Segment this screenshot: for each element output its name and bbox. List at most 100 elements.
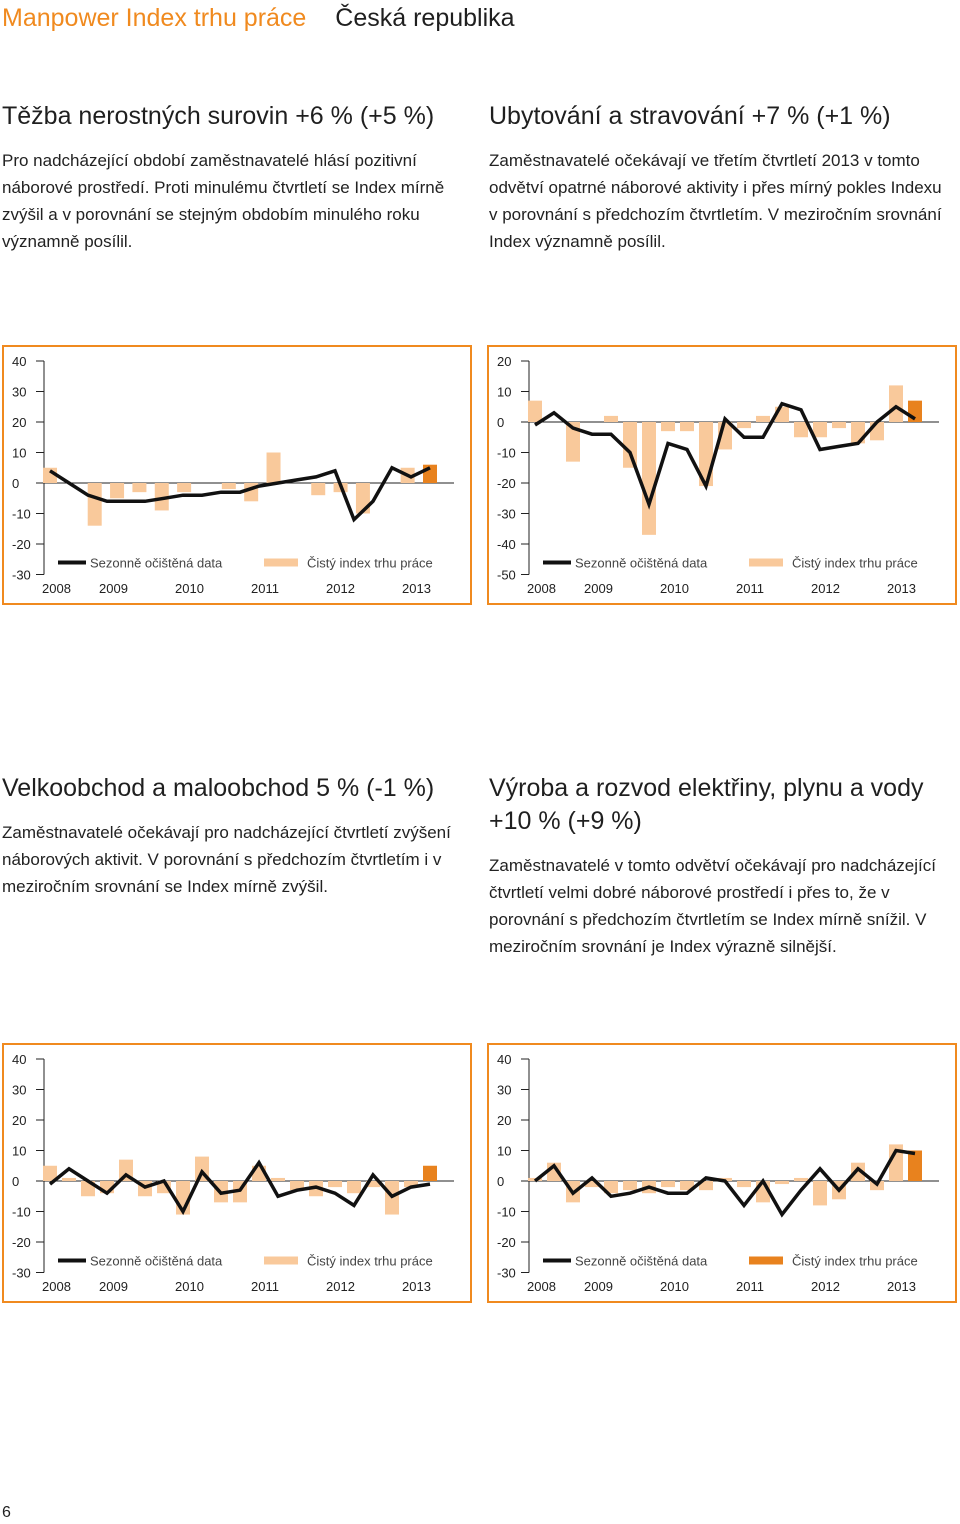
y-tick-label: 40 <box>12 1052 26 1067</box>
bar-current <box>423 464 437 483</box>
chart-frame <box>487 1043 957 1303</box>
y-tick-label: 10 <box>497 1144 511 1159</box>
bar <box>366 1181 380 1188</box>
year-label: 2010 <box>660 1279 689 1294</box>
section-title: Ubytování a stravování +7 % (+1 %) <box>489 102 891 130</box>
legend-line-label: Sezonně očištěná data <box>90 556 223 571</box>
series-line <box>49 465 431 523</box>
bar <box>132 483 147 493</box>
year-label: 2012 <box>811 581 840 596</box>
bar <box>889 385 903 422</box>
chart-accommodation: 20 10 0 -10 -20 -30 -40 -50 Sezonně očištěná dat… <box>487 345 957 605</box>
year-label: 2009 <box>99 1279 128 1294</box>
y-tick-label: 20 <box>497 354 511 369</box>
chart-utilities: 40 30 20 10 0 -10 -20 -30 Sezonně očištěná data Č… <box>487 1043 957 1303</box>
bar <box>404 1181 418 1188</box>
bar <box>585 1181 599 1188</box>
y-tick-label: 30 <box>497 1083 511 1098</box>
series-line <box>533 1148 916 1218</box>
bar <box>794 1177 808 1181</box>
year-label: 2011 <box>736 581 764 596</box>
legend-bar-label: Čistý index trhu práce <box>792 556 918 571</box>
y-tick-label: 20 <box>12 1113 26 1128</box>
year-label: 2009 <box>584 1279 613 1294</box>
bar <box>110 483 125 499</box>
bar <box>604 1181 618 1194</box>
section-accommodation: Ubytování a stravování +7 % (+1 %) Zaměs… <box>489 100 951 255</box>
series-line <box>534 401 916 510</box>
bar <box>737 1181 751 1188</box>
y-tick-label: -10 <box>497 1205 516 1220</box>
section-utilities: Výroba a rozvod elektřiny, plynu a vody … <box>489 772 951 960</box>
y-tick-label: -50 <box>497 568 516 583</box>
y-tick-label: -20 <box>12 1235 31 1250</box>
series-line <box>48 1159 431 1216</box>
y-tick-label: 0 <box>497 415 504 430</box>
y-tick-label: 30 <box>12 385 26 400</box>
legend-bar-label: Čistý index trhu práce <box>307 1254 433 1269</box>
section-text: Pro nadcházející období zaměstnavatelé h… <box>2 151 445 251</box>
y-tick-label: -20 <box>12 537 31 552</box>
year-label: 2011 <box>736 1279 764 1294</box>
year-label: 2012 <box>326 1279 355 1294</box>
year-label: 2010 <box>175 1279 204 1294</box>
bar <box>680 1181 694 1191</box>
section-title: Těžba nerostných surovin +6 % (+5 %) <box>2 102 435 130</box>
year-label: 2013 <box>402 1279 431 1294</box>
bar <box>813 1181 827 1206</box>
bar <box>328 1181 342 1188</box>
year-label: 2011 <box>251 1279 279 1294</box>
chart-frame <box>2 345 472 605</box>
section-text: Zaměstnavatelé očekávají ve třetím čtvrt… <box>489 151 942 251</box>
legend-bar-swatch <box>264 1256 298 1265</box>
bar <box>699 1181 713 1191</box>
y-tick-label: 40 <box>12 354 26 369</box>
bar <box>813 422 827 438</box>
bar <box>870 422 884 441</box>
legend-bar-label: Čistý index trhu práce <box>792 1254 918 1269</box>
country-title: Česká republika <box>335 4 515 32</box>
bar <box>566 422 580 462</box>
section-title: Výroba a rozvod elektřiny, plynu a vody … <box>489 774 924 835</box>
y-tick-label: 10 <box>12 1144 26 1159</box>
bar <box>794 422 808 438</box>
y-tick-label: -30 <box>497 1266 516 1281</box>
y-tick-label: -30 <box>497 507 516 522</box>
page-header: Manpower Index trhu práce Česká republik… <box>2 4 515 33</box>
year-label: 2013 <box>887 581 916 596</box>
y-tick-label: -10 <box>497 446 516 461</box>
y-tick-label: 10 <box>12 446 26 461</box>
bar <box>623 1181 637 1191</box>
bar <box>661 422 675 432</box>
legend-bar-label: Čistý index trhu práce <box>307 556 433 571</box>
section-text: Zaměstnavatelé očekávají pro nadcházejíc… <box>2 823 451 896</box>
bar <box>832 422 846 429</box>
page-number: 6 <box>2 1504 11 1521</box>
year-label: 2008 <box>42 581 71 596</box>
bar <box>528 400 542 422</box>
legend-bar-swatch <box>749 1256 783 1265</box>
y-tick-label: 0 <box>12 476 19 491</box>
y-tick-label: -10 <box>12 1205 31 1220</box>
bar <box>221 483 236 490</box>
bar <box>266 452 281 483</box>
bar <box>87 483 102 526</box>
y-tick-label: 0 <box>497 1174 504 1189</box>
y-tick-label: -10 <box>12 507 31 522</box>
y-tick-label: -20 <box>497 476 516 491</box>
legend-line-label: Sezonně očištěná data <box>575 556 708 571</box>
y-tick-label: 0 <box>12 1174 19 1189</box>
legend-bar-swatch <box>749 558 783 567</box>
y-tick-label: 30 <box>12 1083 26 1098</box>
section-wholesale: Velkoobchod a maloobchod 5 % (-1 %) Zamě… <box>2 772 464 900</box>
y-tick-label: -40 <box>497 537 516 552</box>
bar <box>756 415 770 422</box>
chart-wholesale: 40 30 20 10 0 -10 -20 -30 Sezonně očištěná data Č… <box>2 1043 472 1303</box>
y-tick-label: 40 <box>497 1052 511 1067</box>
year-label: 2008 <box>527 581 556 596</box>
bar-current <box>423 1165 437 1181</box>
year-label: 2009 <box>99 581 128 596</box>
section-text: Zaměstnavatelé v tomto odvětví očekávají… <box>489 856 936 956</box>
